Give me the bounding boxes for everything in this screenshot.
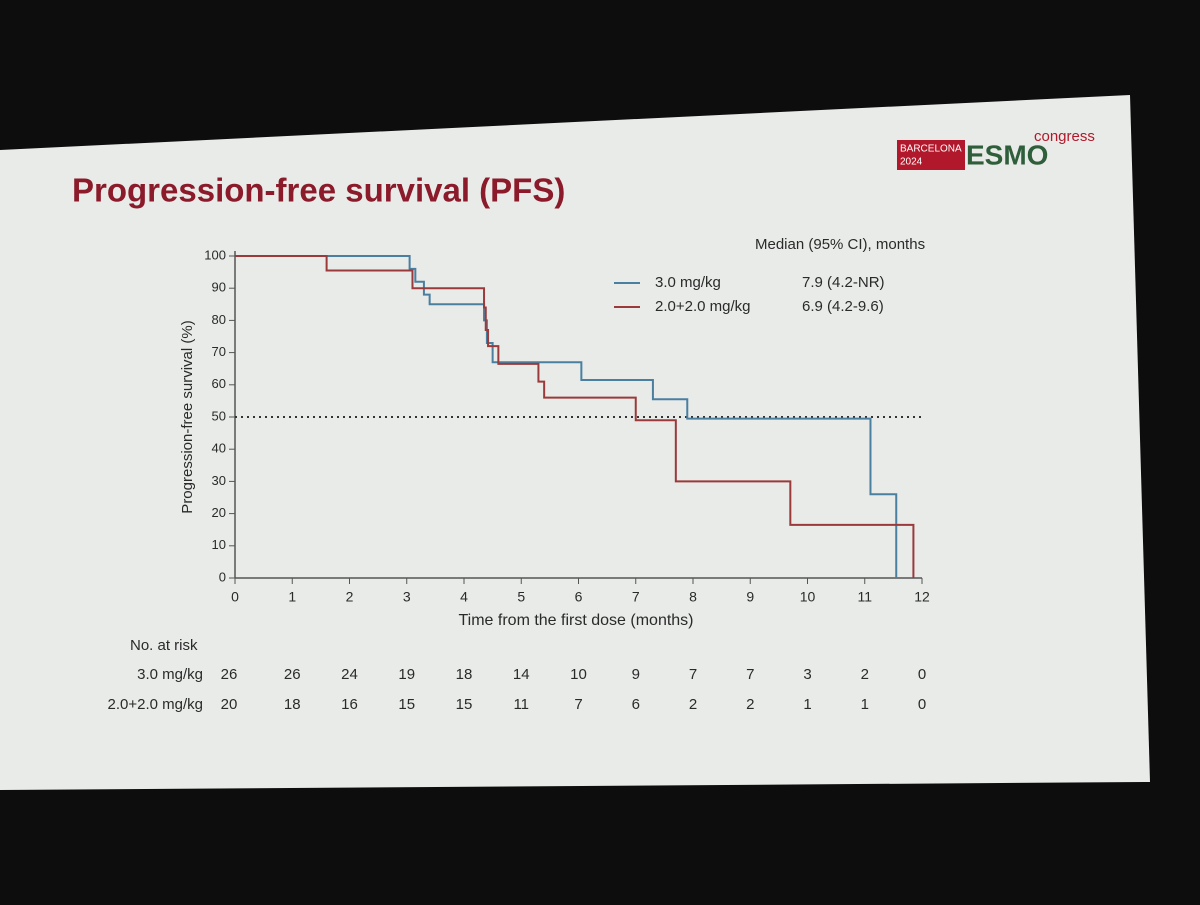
y-tick-label: 100 <box>204 247 226 262</box>
x-tick-label: 0 <box>231 589 239 605</box>
at-risk-label: 2.0+2.0 mg/kg <box>108 696 203 713</box>
at-risk-count: 26 <box>284 666 301 683</box>
at-risk-count: 19 <box>398 666 415 683</box>
legend-median: 6.9 (4.2-9.6) <box>802 298 884 315</box>
y-tick-label: 40 <box>212 441 226 456</box>
x-tick-label: 9 <box>746 589 754 605</box>
x-tick-label: 7 <box>632 589 640 605</box>
y-tick-label: 30 <box>212 473 226 488</box>
x-tick-label: 3 <box>403 589 411 605</box>
legend-title: Median (95% CI), months <box>755 236 925 253</box>
at-risk-count: 7 <box>574 696 582 713</box>
at-risk-count: 0 <box>918 696 926 713</box>
slide <box>0 95 1150 790</box>
logo-year: 2024 <box>900 157 923 168</box>
x-tick-label: 12 <box>914 589 930 605</box>
logo-suffix: congress <box>1034 128 1095 145</box>
at-risk-count: 18 <box>456 666 473 683</box>
x-axis-label: Time from the first dose (months) <box>458 612 693 629</box>
y-tick-label: 80 <box>212 312 226 327</box>
x-tick-label: 2 <box>346 589 354 605</box>
legend-label: 2.0+2.0 mg/kg <box>655 298 750 315</box>
logo-city: BARCELONA <box>900 144 962 155</box>
logo-box <box>897 140 965 170</box>
at-risk-count: 7 <box>689 666 697 683</box>
at-risk-count: 14 <box>513 666 530 683</box>
y-axis-label: Progression-free survival (%) <box>179 320 196 513</box>
x-tick-label: 11 <box>857 589 872 605</box>
logo-brand: ESMO <box>966 139 1048 170</box>
at-risk-count: 7 <box>746 666 754 683</box>
y-tick-label: 60 <box>212 376 226 391</box>
at-risk-count: 11 <box>513 696 529 713</box>
survival-curve <box>235 255 915 578</box>
x-tick-label: 6 <box>575 589 583 605</box>
x-tick-label: 4 <box>460 589 468 605</box>
legend-label: 3.0 mg/kg <box>655 274 721 291</box>
x-tick-label: 5 <box>517 589 525 605</box>
y-tick-label: 20 <box>212 505 226 520</box>
at-risk-count: 15 <box>398 696 415 713</box>
x-tick-label: 10 <box>800 589 816 605</box>
at-risk-count: 6 <box>632 696 640 713</box>
at-risk-count: 20 <box>221 696 238 713</box>
at-risk-count: 26 <box>221 666 238 683</box>
y-tick-label: 50 <box>212 408 226 423</box>
at-risk-count: 1 <box>803 696 811 713</box>
y-tick-label: 70 <box>212 344 226 359</box>
at-risk-count: 9 <box>632 666 640 683</box>
y-tick-label: 10 <box>212 537 226 552</box>
at-risk-count: 1 <box>861 696 869 713</box>
at-risk-count: 10 <box>570 666 587 683</box>
at-risk-count: 18 <box>284 696 301 713</box>
at-risk-count: 3 <box>803 666 811 683</box>
y-tick-label: 90 <box>212 280 226 295</box>
at-risk-count: 16 <box>341 696 358 713</box>
x-tick-label: 8 <box>689 589 697 605</box>
at-risk-label: 3.0 mg/kg <box>137 666 203 683</box>
y-tick-label: 0 <box>219 569 226 584</box>
at-risk-title: No. at risk <box>130 637 198 654</box>
at-risk-count: 15 <box>456 696 473 713</box>
at-risk-count: 0 <box>918 666 926 683</box>
survival-curve <box>235 255 898 578</box>
legend-median: 7.9 (4.2-NR) <box>802 274 885 291</box>
at-risk-count: 2 <box>689 696 697 713</box>
chart-title: Progression-free survival (PFS) <box>72 172 565 209</box>
x-tick-label: 1 <box>288 589 296 605</box>
at-risk-count: 24 <box>341 666 358 683</box>
at-risk-count: 2 <box>746 696 754 713</box>
at-risk-count: 2 <box>861 666 869 683</box>
